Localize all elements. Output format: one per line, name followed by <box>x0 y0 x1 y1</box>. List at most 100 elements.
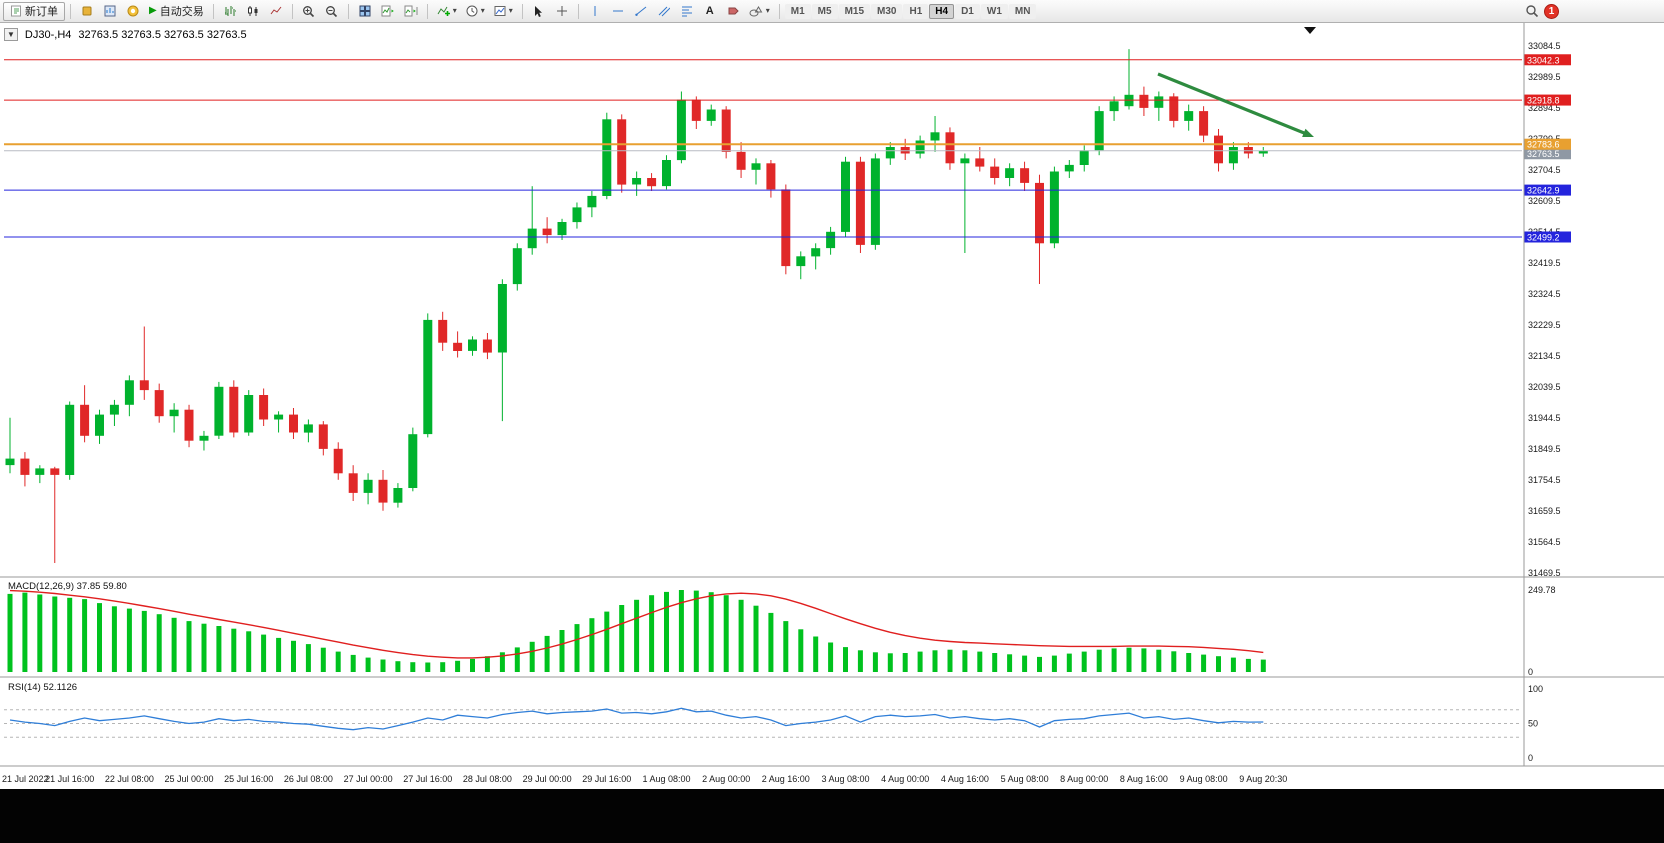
candlestick-chart-icon <box>247 6 258 16</box>
svg-text:32894.5: 32894.5 <box>1528 103 1561 113</box>
line-chart-button[interactable] <box>265 2 287 21</box>
text-button[interactable]: A <box>699 2 721 21</box>
svg-text:5 Aug 08:00: 5 Aug 08:00 <box>1001 774 1049 784</box>
new-order-label: 新订单 <box>25 6 58 18</box>
fibonacci-icon <box>681 6 692 17</box>
svg-text:22 Jul 08:00: 22 Jul 08:00 <box>105 774 154 784</box>
svg-text:27 Jul 00:00: 27 Jul 00:00 <box>344 774 393 784</box>
timeframe-w1-button[interactable]: W1 <box>980 3 1008 19</box>
zoom-out-icon <box>326 5 338 17</box>
separator <box>291 3 293 19</box>
community-button[interactable] <box>122 2 144 21</box>
periods-button[interactable]: ▾ <box>462 2 489 21</box>
svg-text:32783.6: 32783.6 <box>1527 140 1560 150</box>
zoom-in-button[interactable] <box>298 2 320 21</box>
metaeditor-icon <box>82 6 92 16</box>
chevron-down-icon: ▾ <box>508 6 513 15</box>
svg-text:32704.5: 32704.5 <box>1528 165 1561 175</box>
chart-ohlc-quotes: 32763.5 32763.5 32763.5 32763.5 <box>78 28 247 41</box>
svg-text:31564.5: 31564.5 <box>1528 537 1561 547</box>
svg-text:32763.5: 32763.5 <box>1527 149 1560 159</box>
timeframe-m5-button[interactable]: M5 <box>811 3 838 19</box>
channel-button[interactable] <box>653 2 675 21</box>
svg-text:28 Jul 08:00: 28 Jul 08:00 <box>463 774 512 784</box>
svg-text:31659.5: 31659.5 <box>1528 506 1561 516</box>
svg-text:32642.9: 32642.9 <box>1527 186 1560 196</box>
separator <box>212 3 214 19</box>
auto-trading-button[interactable]: ▶ 自动交易 <box>145 2 208 21</box>
chevron-down-icon: ▾ <box>765 6 770 15</box>
search-button[interactable] <box>1521 2 1543 21</box>
svg-text:8 Aug 00:00: 8 Aug 00:00 <box>1060 774 1108 784</box>
timeframe-mn-button[interactable]: MN <box>1008 3 1037 19</box>
cursor-icon <box>535 5 543 17</box>
notification-badge[interactable]: 1 <box>1544 3 1559 19</box>
chevron-down-icon: ▾ <box>480 6 485 15</box>
svg-text:21 Jul 2022: 21 Jul 2022 <box>2 774 49 784</box>
trendline-button[interactable] <box>630 2 652 21</box>
community-icon <box>127 5 139 17</box>
horizontal-line-button[interactable] <box>607 2 629 21</box>
separator <box>577 3 579 19</box>
market-watch-icon <box>104 5 116 17</box>
svg-text:4 Aug 00:00: 4 Aug 00:00 <box>881 774 929 784</box>
chart-window: ▼ DJ30-,H4 32763.5 32763.5 32763.5 32763… <box>0 23 1664 789</box>
svg-text:31849.5: 31849.5 <box>1528 444 1561 454</box>
svg-text:25 Jul 00:00: 25 Jul 00:00 <box>164 774 213 784</box>
bar-chart-button[interactable] <box>219 2 241 21</box>
vertical-line-button[interactable] <box>584 2 606 21</box>
timeframe-m15-button[interactable]: M15 <box>838 3 871 19</box>
svg-text:RSI(14) 52.1126: RSI(14) 52.1126 <box>8 682 77 693</box>
channel-icon <box>658 6 670 17</box>
tile-windows-button[interactable] <box>354 2 376 21</box>
svg-text:MACD(12,26,9) 37.85 59.80: MACD(12,26,9) 37.85 59.80 <box>8 581 127 592</box>
svg-text:26 Jul 08:00: 26 Jul 08:00 <box>284 774 333 784</box>
svg-text:29 Jul 00:00: 29 Jul 00:00 <box>523 774 572 784</box>
fibonacci-button[interactable] <box>676 2 698 21</box>
metaeditor-button[interactable] <box>76 2 98 21</box>
svg-text:50: 50 <box>1528 719 1538 729</box>
candlestick-chart-button[interactable] <box>242 2 264 21</box>
crosshair-button[interactable] <box>551 2 573 21</box>
clock-icon <box>466 5 478 17</box>
timeframe-m30-button[interactable]: M30 <box>871 3 903 19</box>
text-tool-icon: A <box>705 5 714 17</box>
chart-shift-button[interactable] <box>400 2 422 21</box>
cursor-button[interactable] <box>528 2 550 21</box>
svg-text:0: 0 <box>1528 667 1533 677</box>
price-chart-canvas[interactable]: 33084.532989.532894.532799.532704.532609… <box>0 23 1664 789</box>
chart-title: ▼ DJ30-,H4 32763.5 32763.5 32763.5 32763… <box>4 28 247 41</box>
auto-trading-label: 自动交易 <box>159 6 204 18</box>
svg-text:3 Aug 08:00: 3 Aug 08:00 <box>821 774 869 784</box>
timeframe-h1-button[interactable]: H1 <box>903 3 929 19</box>
zoom-out-button[interactable] <box>321 2 343 21</box>
chevron-down-icon: ▾ <box>452 6 457 15</box>
svg-text:27 Jul 16:00: 27 Jul 16:00 <box>403 774 452 784</box>
indicators-button[interactable]: ▾ <box>433 2 461 21</box>
svg-text:1 Aug 08:00: 1 Aug 08:00 <box>642 774 690 784</box>
svg-text:32324.5: 32324.5 <box>1528 289 1561 299</box>
timeframe-m1-button[interactable]: M1 <box>784 3 811 19</box>
svg-text:31754.5: 31754.5 <box>1528 475 1561 485</box>
indicators-icon <box>437 6 450 16</box>
svg-text:2 Aug 16:00: 2 Aug 16:00 <box>762 774 810 784</box>
market-watch-button[interactable] <box>99 2 121 21</box>
timeframe-d1-button[interactable]: D1 <box>955 3 980 19</box>
label-button[interactable] <box>722 2 744 21</box>
letterbox-bar <box>0 789 1664 843</box>
symbol-dropdown[interactable]: ▼ <box>4 28 18 41</box>
svg-text:249.78: 249.78 <box>1528 585 1556 595</box>
separator <box>778 3 780 19</box>
timeframe-h4-button[interactable]: H4 <box>929 3 955 19</box>
auto-scroll-button[interactable] <box>377 2 399 21</box>
new-order-button[interactable]: 新订单 <box>3 1 65 21</box>
templates-button[interactable]: ▾ <box>490 2 517 21</box>
svg-text:4 Aug 16:00: 4 Aug 16:00 <box>941 774 989 784</box>
svg-text:32134.5: 32134.5 <box>1528 351 1561 361</box>
new-order-icon <box>11 5 21 17</box>
trendline-icon <box>635 6 647 16</box>
svg-text:31469.5: 31469.5 <box>1528 568 1561 578</box>
line-chart-icon <box>270 6 282 15</box>
shapes-button[interactable]: ▾ <box>745 2 774 21</box>
